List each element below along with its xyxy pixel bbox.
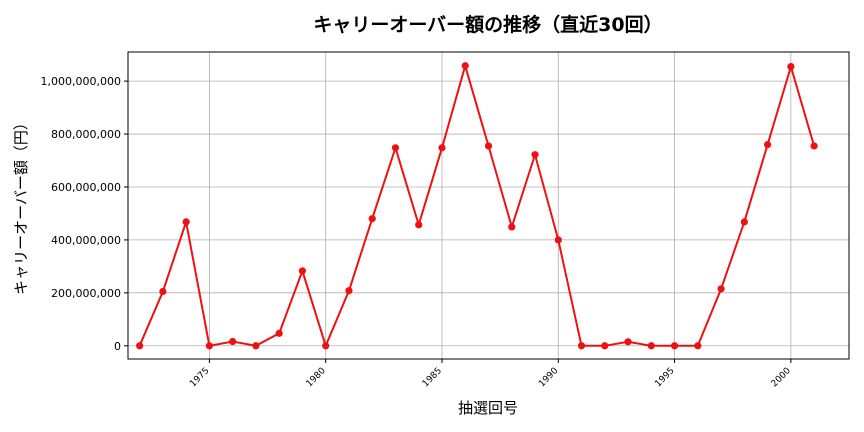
data-point bbox=[415, 221, 423, 229]
data-point bbox=[670, 342, 679, 350]
data-point bbox=[275, 329, 283, 337]
x-tick-label: 1985 bbox=[421, 366, 444, 389]
y-tick-label: 0 bbox=[114, 340, 121, 353]
data-point bbox=[461, 62, 469, 70]
data-point bbox=[554, 236, 562, 244]
data-point bbox=[159, 287, 167, 296]
data-point bbox=[182, 218, 190, 226]
x-tick-label: 1995 bbox=[653, 366, 676, 389]
y-tick-label: 200,000,000 bbox=[51, 287, 121, 300]
x-tick-label: 1990 bbox=[537, 366, 560, 389]
x-axis-label: 抽選回号 bbox=[458, 399, 518, 417]
data-point bbox=[787, 62, 795, 71]
x-axis: 1975 1980 1985 1990 1995 2000 bbox=[188, 359, 793, 389]
y-axis: 0 200,000,000 400,000,000 600,000,000 800,00… bbox=[41, 75, 128, 353]
data-point bbox=[763, 141, 772, 149]
data-point bbox=[694, 342, 702, 350]
data-point bbox=[484, 142, 493, 150]
plot-area-frame bbox=[127, 51, 850, 360]
data-point bbox=[438, 144, 446, 152]
data-point bbox=[740, 218, 748, 226]
y-tick-label: 800,000,000 bbox=[51, 128, 121, 141]
data-point bbox=[252, 342, 260, 350]
x-tick-label: 1975 bbox=[188, 366, 211, 389]
data-points bbox=[136, 62, 818, 350]
chart-title: キャリーオーバー額の推移（直近30回） bbox=[313, 13, 662, 36]
data-point bbox=[322, 342, 330, 350]
data-point bbox=[531, 151, 539, 159]
grid-lines bbox=[128, 52, 849, 359]
series-line bbox=[138, 62, 816, 349]
data-point bbox=[136, 342, 144, 350]
data-point bbox=[205, 342, 214, 350]
y-tick-label: 400,000,000 bbox=[51, 234, 121, 247]
y-axis-label: キャリーオーバー額（円） bbox=[12, 115, 30, 295]
data-point bbox=[624, 338, 632, 346]
data-point bbox=[508, 223, 516, 231]
data-point bbox=[717, 285, 725, 293]
data-point bbox=[647, 342, 655, 350]
data-point bbox=[601, 342, 609, 350]
data-point bbox=[345, 287, 353, 295]
data-point bbox=[577, 342, 586, 350]
data-point bbox=[298, 267, 307, 275]
data-point bbox=[391, 144, 400, 152]
data-point bbox=[810, 142, 818, 150]
y-tick-label: 600,000,000 bbox=[51, 181, 121, 194]
y-tick-label: 1,000,000,000 bbox=[41, 75, 121, 88]
data-point bbox=[368, 215, 376, 223]
data-point bbox=[229, 337, 237, 346]
x-tick-label: 1980 bbox=[305, 366, 328, 389]
x-tick-label: 2000 bbox=[770, 366, 793, 389]
